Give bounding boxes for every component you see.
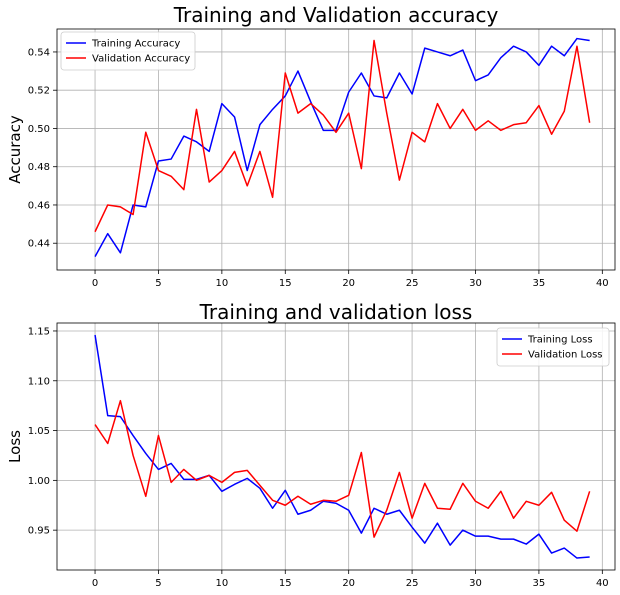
y-tick-label: 0.95 <box>28 526 50 537</box>
legend-label-1: Training Accuracy <box>91 39 180 50</box>
x-tick-label: 5 <box>155 578 161 589</box>
legend-label-2: Validation Accuracy <box>92 54 190 65</box>
x-tick-label: 25 <box>406 578 419 589</box>
x-tick-label: 30 <box>469 578 482 589</box>
x-tick-label: 0 <box>92 278 98 289</box>
series-line-2 <box>94 399 591 538</box>
legend-box <box>496 327 610 367</box>
x-tick-label: 20 <box>342 578 355 589</box>
y-tick-label: 0.48 <box>28 162 50 173</box>
y-tick-label: 1.15 <box>28 326 50 337</box>
x-tick-label: 15 <box>279 278 292 289</box>
series-line-1 <box>94 334 590 559</box>
y-tick-label: 0.52 <box>28 86 50 97</box>
legend-label-1: Training Loss <box>527 335 593 346</box>
y-tick-label: 0.44 <box>28 239 50 250</box>
y-tick-label: 1.00 <box>28 476 50 487</box>
x-tick-label: 15 <box>279 578 292 589</box>
y-tick-label: 1.05 <box>28 426 50 437</box>
x-tick-label: 10 <box>215 278 228 289</box>
axes-frame <box>56 322 616 571</box>
x-tick-label: 20 <box>342 278 355 289</box>
x-tick-label: 30 <box>469 278 482 289</box>
x-tick-label: 35 <box>533 278 546 289</box>
legend-box <box>60 31 196 71</box>
y-tick-label: 0.46 <box>28 200 50 211</box>
x-tick-label: 35 <box>533 578 546 589</box>
y-tick-label: 0.54 <box>28 47 50 58</box>
y-axis-label: Accuracy <box>6 115 24 184</box>
axes-frame <box>56 28 616 271</box>
chart-panel-1: 0 5 10 15 20 25 30 35 40 0.44 0.46 0.48 0.50 0.52 0.54… <box>6 3 616 289</box>
legend-label-2: Validation Loss <box>528 350 603 361</box>
x-tick-label: 25 <box>406 278 419 289</box>
y-tick-label: 1.10 <box>28 376 50 387</box>
x-tick-label: 0 <box>92 578 98 589</box>
series-line-1 <box>94 37 590 257</box>
y-axis-label: Loss <box>6 430 24 463</box>
y-tick-label: 0.50 <box>28 124 50 135</box>
legend: Training Accuracy Validation Accuracy <box>60 31 196 71</box>
series-line-2 <box>94 39 591 233</box>
chart-title: Training and validation loss <box>199 300 473 324</box>
legend: Training Loss Validation Loss <box>496 327 610 367</box>
x-tick-label: 40 <box>596 278 609 289</box>
x-tick-label: 5 <box>155 278 161 289</box>
chart-title: Training and Validation accuracy <box>173 3 499 27</box>
chart-panel-2: 0 5 10 15 20 25 30 35 40 0.95 1.00 1.05 1.10 1.15 Trai… <box>6 300 616 589</box>
x-tick-label: 10 <box>215 578 228 589</box>
x-tick-label: 40 <box>596 578 609 589</box>
